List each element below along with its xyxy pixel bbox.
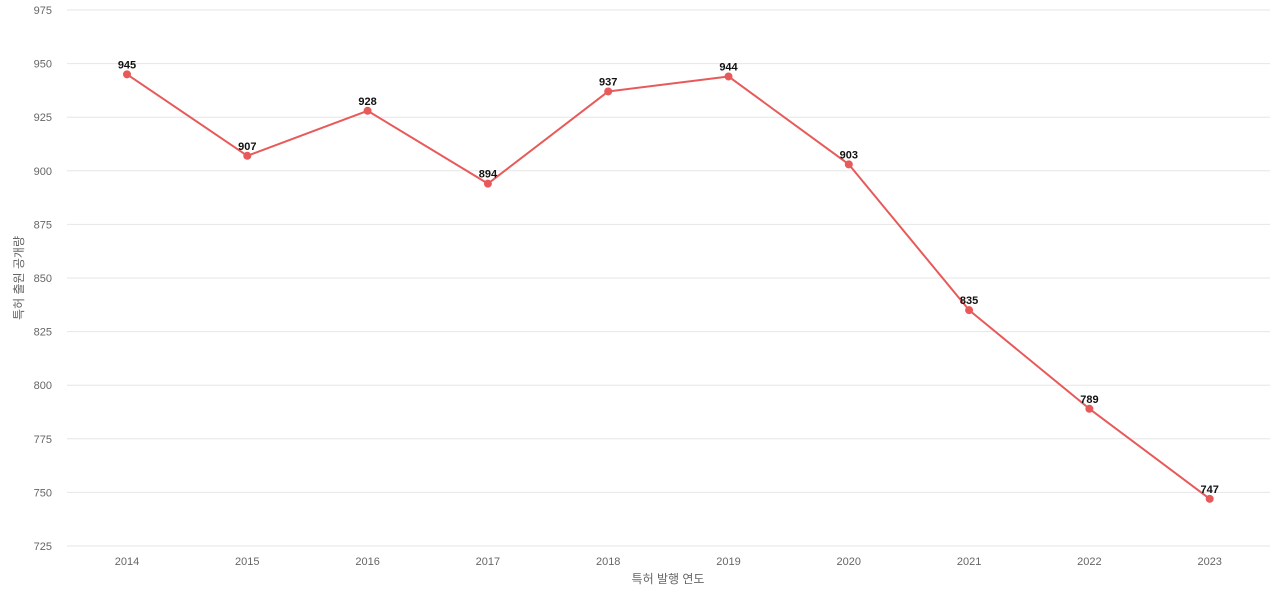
data-point bbox=[965, 306, 974, 315]
y-axis-title: 특허 출원 공개량 bbox=[12, 236, 26, 320]
series-line bbox=[126, 73, 1211, 500]
y-tick-label: 750 bbox=[34, 487, 52, 499]
x-tick-label: 2023 bbox=[1197, 556, 1221, 568]
data-label: 907 bbox=[238, 141, 256, 153]
data-label: 789 bbox=[1080, 394, 1098, 406]
x-axis-title: 특허 발행 연도 bbox=[632, 571, 705, 586]
data-point bbox=[1085, 404, 1094, 413]
x-tick-label: 2016 bbox=[355, 556, 379, 568]
data-point bbox=[243, 151, 252, 160]
y-tick-label: 975 bbox=[34, 5, 52, 17]
data-label: 944 bbox=[719, 61, 738, 73]
x-axis-ticks: 2014 2015 2016 2017 2018 2019 2020 2021 2022 2023 bbox=[115, 556, 1222, 568]
y-tick-label: 875 bbox=[34, 219, 52, 231]
data-point bbox=[604, 87, 613, 96]
x-tick-label: 2021 bbox=[957, 556, 981, 568]
x-tick-label: 2018 bbox=[596, 556, 620, 568]
y-tick-label: 900 bbox=[34, 166, 52, 178]
data-point bbox=[844, 160, 853, 169]
y-tick-label: 800 bbox=[34, 380, 52, 392]
y-tick-label: 725 bbox=[34, 541, 52, 553]
data-points bbox=[123, 70, 1214, 503]
y-tick-label: 925 bbox=[34, 112, 52, 124]
y-tick-label: 825 bbox=[34, 327, 52, 339]
data-label: 928 bbox=[358, 96, 376, 108]
x-tick-label: 2014 bbox=[115, 556, 139, 568]
x-tick-label: 2019 bbox=[716, 556, 740, 568]
x-tick-label: 2017 bbox=[476, 556, 500, 568]
gridlines bbox=[67, 9, 1270, 547]
data-point bbox=[363, 106, 372, 115]
data-label: 945 bbox=[118, 59, 136, 71]
data-point bbox=[724, 72, 733, 81]
y-axis-ticks: 975 950 925 900 875 850 825 800 775 750 725 bbox=[34, 5, 52, 553]
y-tick-label: 850 bbox=[34, 273, 52, 285]
data-label: 835 bbox=[960, 295, 978, 307]
x-tick-label: 2015 bbox=[235, 556, 259, 568]
data-label: 937 bbox=[599, 76, 617, 88]
data-labels: 945 907 928 894 937 944 903 835 789 747 bbox=[118, 59, 1219, 496]
x-tick-label: 2020 bbox=[837, 556, 861, 568]
data-point bbox=[1205, 494, 1214, 503]
data-label: 903 bbox=[840, 149, 858, 161]
data-label: 747 bbox=[1201, 484, 1219, 496]
data-point bbox=[483, 179, 492, 188]
y-tick-label: 950 bbox=[34, 59, 52, 71]
x-tick-label: 2022 bbox=[1077, 556, 1101, 568]
data-point bbox=[123, 70, 131, 79]
y-tick-label: 775 bbox=[34, 434, 52, 446]
data-label: 894 bbox=[479, 169, 498, 181]
